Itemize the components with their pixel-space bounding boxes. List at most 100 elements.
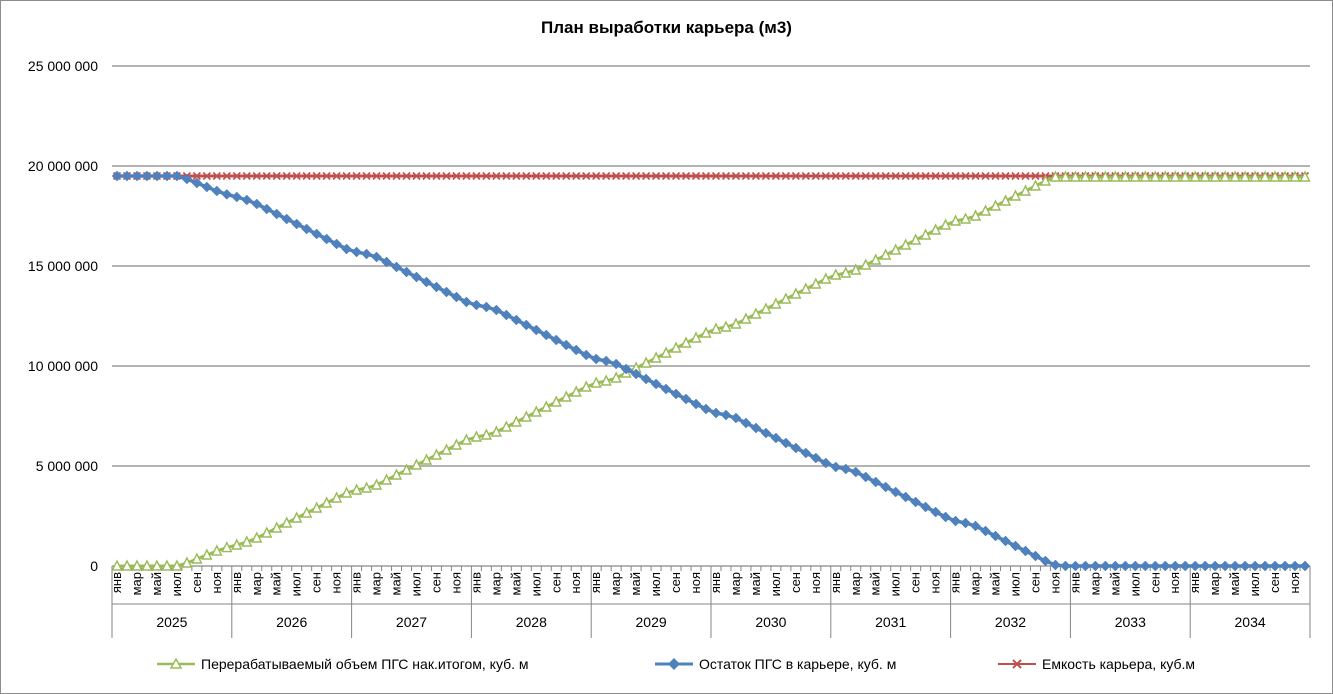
data-point — [1209, 560, 1221, 572]
x-month-label: янв — [349, 572, 364, 593]
y-tick-label: 20 000 000 — [28, 158, 98, 174]
data-point — [520, 410, 532, 422]
x-month-label: ноя — [568, 572, 583, 593]
data-point — [491, 304, 502, 316]
data-point — [840, 463, 852, 475]
data-point — [810, 452, 822, 464]
x-month-label: ноя — [448, 572, 463, 593]
data-point — [921, 171, 930, 181]
data-point — [640, 373, 652, 385]
data-point — [480, 428, 493, 440]
data-point — [701, 171, 711, 181]
data-point — [542, 171, 551, 181]
data-point — [780, 437, 792, 449]
x-month-label: ноя — [808, 572, 823, 593]
data-point — [451, 291, 462, 303]
data-point — [431, 281, 442, 293]
x-month-label: янв — [588, 572, 603, 593]
data-point — [951, 171, 960, 181]
data-point — [580, 349, 592, 361]
data-point — [971, 171, 980, 181]
data-point — [492, 171, 501, 181]
y-tick-label: 10 000 000 — [28, 358, 98, 374]
data-point — [1229, 170, 1241, 182]
data-point — [970, 520, 981, 532]
x-month-label: май — [269, 572, 284, 595]
data-point — [740, 417, 752, 429]
data-point — [660, 346, 672, 358]
data-point — [251, 198, 263, 210]
data-point — [231, 538, 243, 550]
data-point — [572, 171, 581, 181]
data-point — [550, 395, 562, 407]
data-point — [352, 171, 361, 181]
data-point — [1169, 560, 1181, 572]
data-point — [540, 329, 552, 341]
data-point — [291, 511, 303, 523]
x-month-label: май — [988, 572, 1003, 595]
data-point — [910, 233, 922, 245]
data-point — [1129, 170, 1141, 182]
data-point — [262, 171, 271, 181]
data-point — [700, 403, 712, 415]
data-point — [311, 501, 323, 513]
data-point — [622, 171, 631, 181]
data-point — [911, 171, 920, 181]
data-point — [131, 559, 143, 571]
data-point — [931, 171, 940, 181]
data-point — [1269, 170, 1281, 182]
series-1 — [111, 170, 1311, 572]
x-month-label: май — [1227, 572, 1242, 595]
data-point — [322, 171, 331, 181]
y-axis: 25 000 000 20 000 000 15 000 000 10 000 000… — [28, 58, 98, 574]
x-year-label: 2030 — [755, 614, 786, 630]
data-point — [221, 541, 233, 553]
data-point — [420, 453, 433, 465]
x-month-label: июл — [1247, 572, 1262, 596]
data-point — [670, 341, 682, 353]
data-point — [640, 356, 652, 368]
x-month-label: сен — [428, 572, 443, 593]
data-point — [652, 171, 661, 181]
data-point — [301, 506, 313, 518]
data-point — [990, 530, 1001, 542]
x-year-label: 2034 — [1235, 614, 1266, 630]
series-line — [116, 174, 1306, 568]
data-point — [1189, 170, 1201, 182]
x-month-label: ноя — [688, 572, 703, 593]
data-point — [780, 292, 792, 304]
x-month-label: янв — [468, 572, 483, 593]
data-point — [770, 432, 782, 444]
data-point — [261, 526, 273, 538]
data-point — [900, 491, 912, 503]
data-point — [500, 420, 512, 432]
data-point — [650, 378, 662, 390]
data-point — [181, 173, 193, 185]
data-point — [642, 171, 651, 181]
data-point — [920, 501, 931, 513]
data-point — [820, 272, 832, 284]
data-point — [612, 171, 621, 181]
data-point — [949, 214, 962, 226]
series-0 — [111, 170, 1311, 571]
data-point — [191, 177, 203, 189]
x-month-label: мар — [488, 572, 503, 595]
data-point — [281, 516, 293, 528]
data-point — [570, 385, 582, 397]
legend-label-processed: Перерабатываемый объем ПГС нак.итогом, к… — [201, 656, 529, 672]
x-month-label: мар — [1087, 572, 1102, 595]
data-point — [242, 171, 251, 181]
legend-swatch-remaining — [655, 658, 693, 670]
x-year-label: 2033 — [1115, 614, 1146, 630]
data-point — [1239, 170, 1251, 182]
data-point — [401, 266, 412, 278]
data-point — [211, 185, 223, 197]
data-point — [821, 171, 830, 181]
x-month-label: июл — [169, 572, 184, 596]
data-point — [860, 258, 872, 270]
data-point — [750, 307, 762, 319]
x-month-label: янв — [1187, 572, 1202, 593]
data-point — [482, 171, 491, 181]
x-month-label: мар — [249, 572, 264, 595]
data-point — [530, 324, 542, 336]
